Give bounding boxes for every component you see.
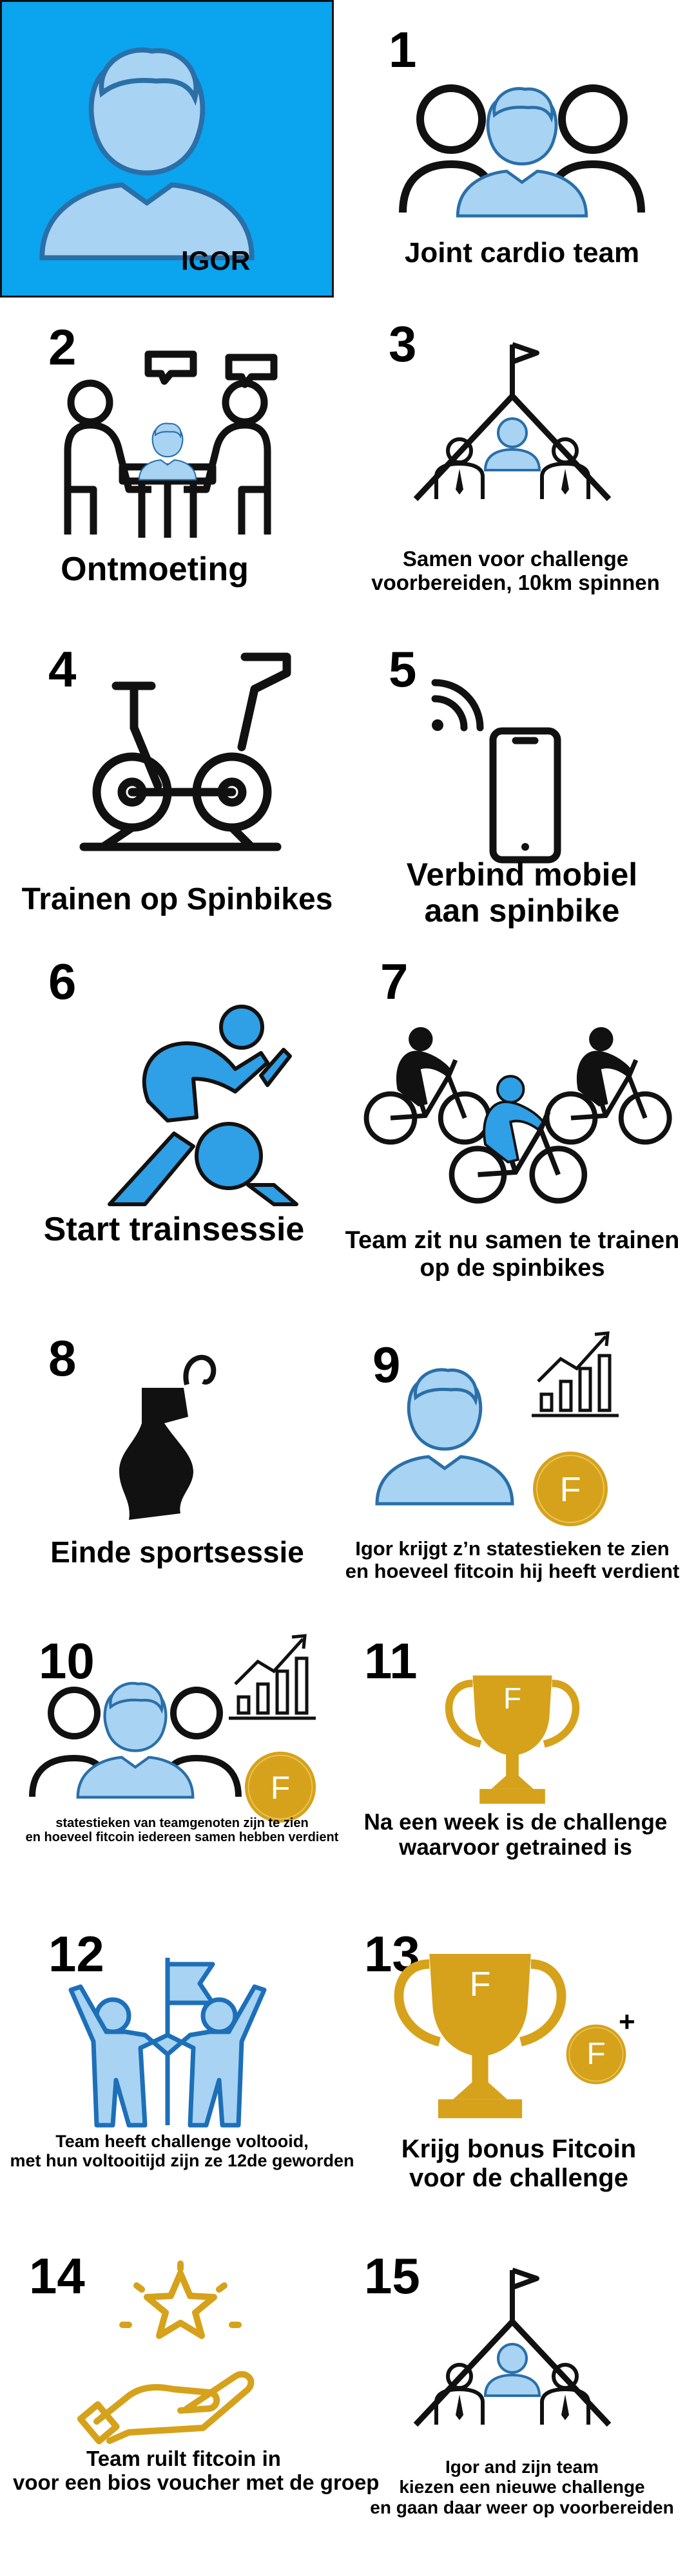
caption-line: en hoeveel fitcoin iedereen samen hebben… — [25, 1830, 339, 1845]
cyclist-icon — [547, 1027, 670, 1142]
step-number: 14 — [29, 2248, 85, 2304]
step-number: 15 — [364, 2248, 420, 2304]
plus-sign: + — [619, 2006, 635, 2038]
step-number: 8 — [48, 1330, 77, 1387]
cyclist-icon — [108, 1005, 298, 1206]
water-bottle-icon — [119, 1354, 217, 1520]
hand-star-icon — [77, 2260, 255, 2445]
step-number: 4 — [48, 641, 77, 697]
step-number: 11 — [364, 1633, 418, 1689]
fitcoin-letter: F — [559, 1470, 581, 1509]
step-caption: Team ruilt fitcoin in voor een bios vouc… — [13, 2447, 380, 2495]
caption-line: en gaan daar weer op voorbereiden — [370, 2497, 674, 2517]
caption-line: voor een bios voucher met de groep — [13, 2470, 380, 2494]
fitcoin-letter: F — [586, 2037, 606, 2071]
caption-line: met hun voltooitijd zijn ze 12de geworde… — [10, 2151, 354, 2171]
step-number: 10 — [39, 1633, 95, 1689]
step-caption: Trainen op Spinbikes — [21, 882, 333, 916]
trophy-icon — [480, 2035, 481, 2036]
step-number: 2 — [48, 319, 77, 375]
caption-line: op de spinbikes — [420, 1254, 605, 1282]
step-number: 9 — [372, 1336, 401, 1393]
team-icon — [29, 1668, 242, 1810]
caption-line: waarvoor getrained is — [399, 1835, 632, 1861]
step-caption: Igor krijgt z’n statestieken te zien en … — [338, 1537, 686, 1582]
caption-line: aan spinbike — [424, 893, 620, 929]
meeting-icon — [64, 350, 278, 538]
cyclist-icon — [367, 1027, 489, 1142]
caption-line: Team ruilt fitcoin in — [86, 2447, 281, 2470]
caption-line: Team heeft challenge voltooid, — [55, 2132, 309, 2151]
step-number: 6 — [48, 953, 77, 1010]
mountain-team-icon — [512, 2389, 513, 2390]
celebration-flag-icon — [68, 1958, 267, 2128]
caption-line: Verbind mobiel — [406, 857, 638, 893]
step-caption: Start trainsessie — [43, 1211, 305, 1248]
step-caption: Samen voor challenge voorbereiden, 10km … — [361, 547, 670, 595]
caption-line: Team zit nu samen te trainen — [345, 1227, 680, 1254]
spinbike-icon — [79, 652, 291, 851]
team-icon — [399, 84, 645, 232]
step-caption: Team heeft challenge voltooid, met hun v… — [10, 2132, 354, 2170]
step-caption: Verbind mobiel aan spinbike — [367, 857, 677, 929]
step-caption: Krijg bonus Fitcoin voor de challenge — [367, 2135, 670, 2193]
step-number: 7 — [380, 953, 409, 1010]
step-caption: Joint cardio team — [404, 237, 640, 269]
trophy-letter: F — [469, 1965, 491, 2003]
step-number: 12 — [48, 1926, 104, 1982]
phone-wifi-icon — [431, 679, 561, 864]
user-avatar-icon — [2, 2, 336, 299]
fitcoin-letter: F — [270, 1770, 291, 1806]
profile-card: IGOR — [0, 0, 334, 298]
step-caption: Igor and zijn team kiezen een nieuwe cha… — [364, 2457, 680, 2517]
step-number: 1 — [389, 21, 417, 78]
step-caption: Team zit nu samen te trainen op de spinb… — [338, 1227, 686, 1282]
step-caption: Ontmoeting — [61, 551, 249, 588]
step-caption: statestieken van teamgenoten zijn te zie… — [10, 1816, 354, 1845]
caption-line: statestieken van teamgenoten zijn te zie… — [55, 1816, 309, 1830]
step-caption: Einde sportsessie — [50, 1535, 304, 1569]
caption-line: Igor krijgt z’n statestieken te zien — [355, 1537, 670, 1560]
group-cyclists-icon — [335, 992, 696, 1224]
trophy-letter: F — [503, 1681, 522, 1715]
caption-line: Na een week is de challenge — [363, 1810, 668, 1835]
caption-line: Samen voor challenge — [402, 547, 629, 571]
step-caption: Na een week is de challenge waarvoor get… — [354, 1810, 677, 1860]
profile-name: IGOR — [181, 245, 251, 276]
caption-line: voor de challenge — [409, 2163, 629, 2192]
step-number: 3 — [389, 316, 417, 372]
caption-line: en hoeveel fitcoin hij heeft verdient — [345, 1559, 680, 1582]
caption-line: voorbereiden, 10km spinnen — [371, 570, 660, 594]
caption-line: Krijg bonus Fitcoin — [401, 2135, 637, 2163]
caption-line: Igor and zijn team — [445, 2457, 599, 2477]
caption-line: kiezen een nieuwe challenge — [399, 2477, 645, 2497]
step-number: 5 — [389, 641, 417, 697]
